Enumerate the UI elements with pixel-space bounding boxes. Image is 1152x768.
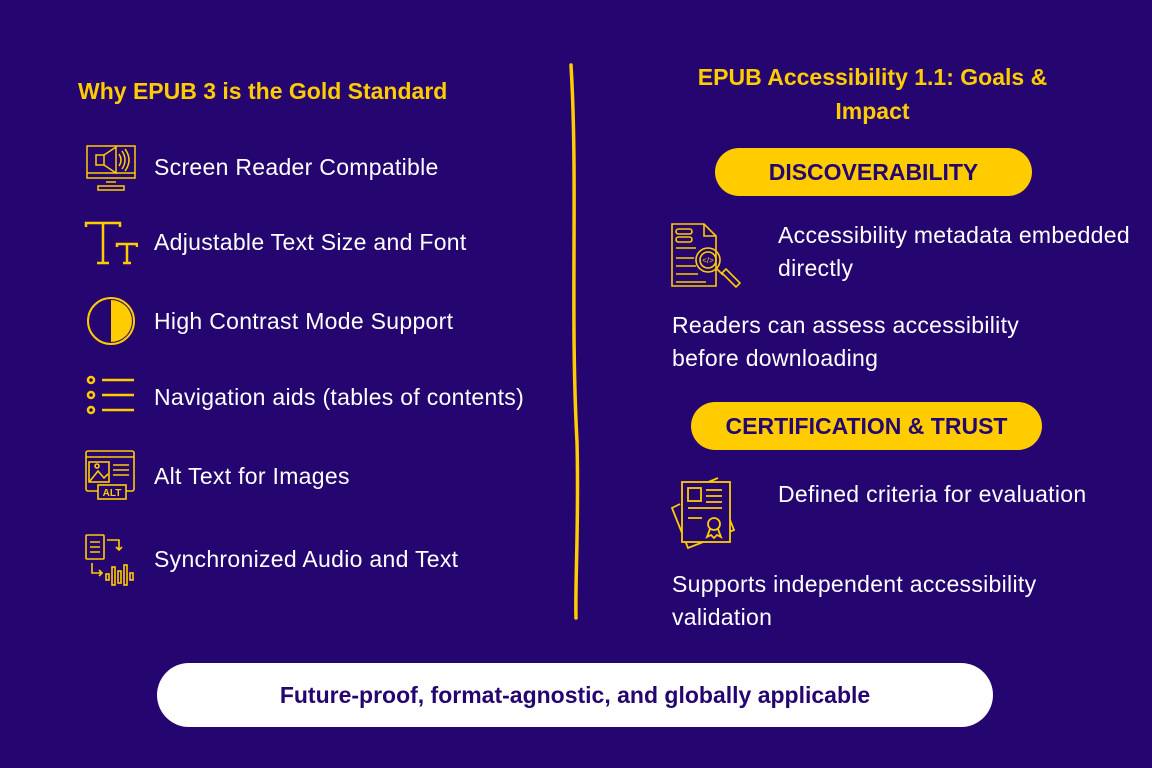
footer-banner: Future-proof, format-agnostic, and globa…: [157, 663, 993, 727]
list-icon: [86, 375, 134, 415]
discoverability-point: Accessibility metadata embedded directly: [778, 222, 1130, 281]
feature-item: Synchronized Audio and Text: [84, 532, 458, 586]
screen-reader-icon: [86, 145, 136, 191]
audio-sync-icon: [85, 534, 134, 586]
feature-item: Screen Reader Compatible: [84, 140, 439, 194]
discoverability-pill: DISCOVERABILITY: [715, 148, 1032, 196]
svg-text:ALT: ALT: [103, 488, 122, 499]
right-title: EPUB Accessibility 1.1: Goals & Impact: [697, 64, 1048, 124]
metadata-search-icon: </>: [671, 223, 742, 289]
feature-label: High Contrast Mode Support: [154, 307, 454, 334]
svg-text:</>: </>: [702, 256, 714, 265]
text-size-icon: [84, 221, 138, 265]
certification-pill: CERTIFICATION & TRUST: [691, 402, 1042, 450]
left-title: Why EPUB 3 is the Gold Standard: [78, 78, 448, 104]
feature-item: Navigation aids (tables of contents): [84, 370, 524, 424]
discoverability-impact: Readers can assess accessibility before …: [672, 312, 1020, 371]
certification-point: Defined criteria for evaluation: [778, 481, 1087, 507]
feature-label: Adjustable Text Size and Font: [154, 228, 467, 255]
certificate-icon: [670, 477, 736, 550]
feature-label: Screen Reader Compatible: [154, 153, 439, 180]
feature-label: Navigation aids (tables of contents): [154, 383, 525, 410]
certification-impact: Supports independent accessibility valid…: [672, 571, 1037, 630]
contrast-icon: [87, 297, 135, 345]
feature-label: Alt Text for Images: [154, 462, 350, 489]
feature-label: Synchronized Audio and Text: [154, 545, 459, 572]
feature-item: High Contrast Mode Support: [84, 294, 453, 348]
alt-text-icon: ALT: [85, 450, 135, 500]
feature-item: Adjustable Text Size and Font: [84, 215, 467, 269]
feature-item: ALT Alt Text for Images: [84, 449, 350, 503]
divider-line: [569, 63, 580, 620]
